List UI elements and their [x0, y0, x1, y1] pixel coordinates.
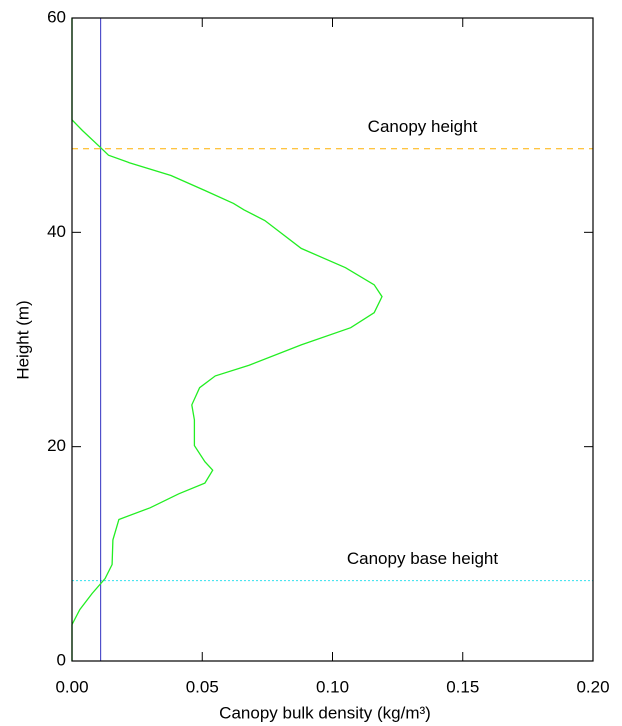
y-tick-label: 20 [47, 436, 66, 455]
plot-frame [71, 17, 594, 662]
x-tick-label: 0.05 [186, 677, 219, 696]
x-tick-label: 0.20 [576, 677, 609, 696]
x-tick-label: 0.10 [316, 677, 349, 696]
x-tick-label: 0.00 [55, 677, 88, 696]
data-line [71, 18, 383, 661]
reference-label: Canopy base height [347, 549, 499, 568]
y-axis-label: Height (m) [13, 300, 32, 379]
x-tick-label: 0.15 [446, 677, 479, 696]
reference-label: Canopy height [368, 117, 478, 136]
y-tick-label: 0 [57, 650, 66, 669]
y-tick-label: 40 [47, 222, 66, 241]
y-tick-label: 60 [47, 7, 66, 26]
x-axis-label: Canopy bulk density (kg/m³) [219, 703, 431, 722]
